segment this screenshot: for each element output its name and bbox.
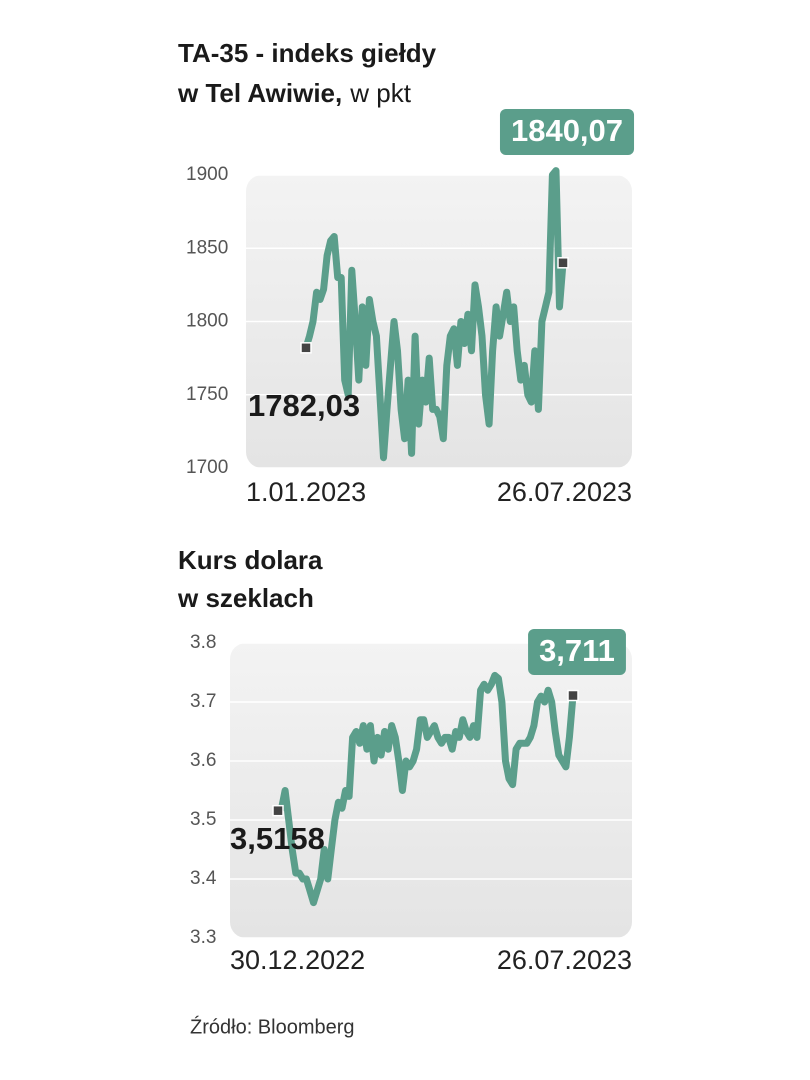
- point-marker: [567, 689, 579, 702]
- title-text: Kurs dolara: [178, 545, 323, 575]
- y-tick-label: 3.4: [190, 868, 217, 889]
- chart-title: Kurs dolara: [178, 545, 323, 575]
- title-text: w Tel Awiwie,: [177, 78, 342, 108]
- end-value-label: 3,711: [539, 633, 615, 668]
- end-value-badge: [499, 109, 635, 155]
- y-tick-label: 1900: [186, 164, 228, 185]
- x-tick-label: 1.01.2023: [246, 477, 366, 507]
- x-tick-label: 30.12.2022: [230, 945, 365, 975]
- title-unit: w pkt: [349, 78, 411, 108]
- title-text: w szeklach: [177, 583, 314, 613]
- y-tick-label: 3.8: [190, 632, 216, 653]
- chart-title: TA-35 - indeks giełdy: [178, 38, 437, 68]
- y-tick-label: 1800: [186, 311, 228, 332]
- data-line: [274, 671, 577, 907]
- x-tick-label: 26.07.2023: [497, 477, 632, 507]
- end-value-label: 1840,07: [511, 113, 623, 148]
- data-line: [302, 167, 567, 462]
- y-tick-label: 3.3: [190, 927, 216, 948]
- x-tick-label: 26.07.2023: [497, 945, 632, 975]
- plot-area: [230, 643, 632, 938]
- y-tick-label: 1850: [186, 237, 228, 258]
- point-marker: [557, 257, 569, 269]
- y-tick-label: 3.5: [190, 809, 216, 830]
- point-marker: [300, 342, 312, 354]
- y-tick-label: 3.7: [190, 691, 216, 712]
- end-value-badge: [528, 629, 626, 675]
- title-text: TA-35 - indeks giełdy: [178, 38, 437, 68]
- y-tick-label: 3.6: [190, 750, 216, 771]
- start-value-label: 1782,03: [248, 388, 360, 423]
- source-note: Źródło: Bloomberg: [190, 1015, 355, 1038]
- y-tick-label: 1750: [186, 384, 228, 405]
- start-value-label: 3,5158: [230, 821, 325, 856]
- chart-title: w Tel Awiwie, w pkt: [177, 78, 412, 108]
- point-marker: [272, 804, 284, 817]
- y-tick-label: 1700: [186, 457, 228, 478]
- chart-title: w szeklach: [177, 583, 314, 613]
